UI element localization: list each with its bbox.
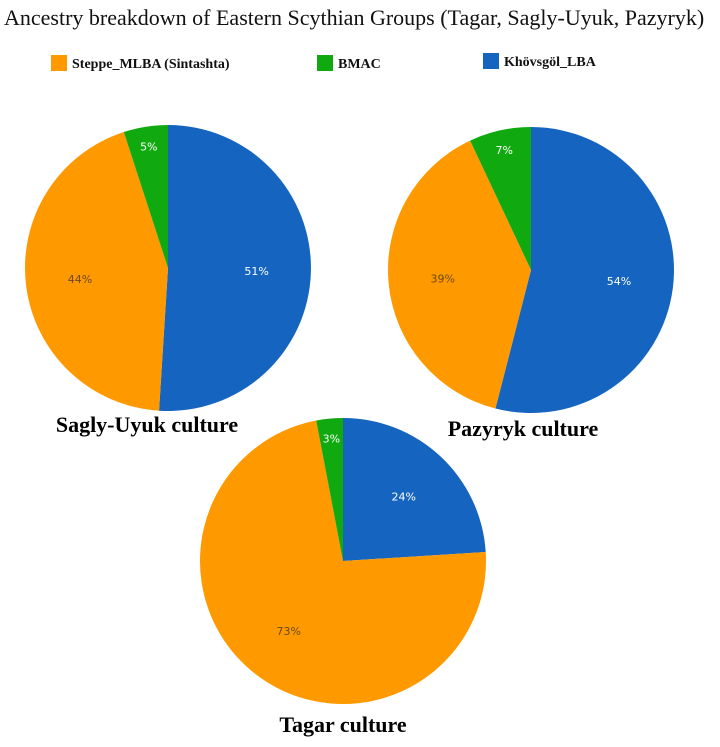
legend-swatch	[51, 55, 67, 71]
pie-slice-label: 7%	[495, 144, 512, 157]
pie-slice-steppe-mlba-sintashta	[24, 132, 169, 411]
legend-item-khovsgol: Khövsgöl_LBA	[483, 53, 597, 70]
pie-slice-label: 54%	[607, 275, 631, 288]
pie-slice-kh-vsg-l-lba	[343, 418, 486, 561]
legend-label: Steppe_MLBA (Sintashta)	[72, 57, 230, 72]
pie-slice-label: 73%	[276, 625, 300, 638]
pie-tagar: 24% 73% 3%	[200, 417, 487, 704]
pie-slice-label: 3%	[323, 433, 340, 446]
pie-slice-label: 44%	[68, 273, 92, 286]
legend-swatch	[483, 53, 499, 69]
legend-item-steppe: Steppe_MLBA (Sintashta)	[51, 55, 230, 72]
pie-pazyryk: 54% 39% 7%	[387, 127, 674, 413]
pie-slice-label: 51%	[244, 265, 268, 278]
pie-slice-kh-vsg-l-lba	[495, 127, 674, 413]
legend-swatch	[317, 55, 333, 71]
pie-slice-bmac	[123, 125, 168, 268]
pie-slice-label: 24%	[391, 490, 415, 503]
pie-slice-label: 5%	[140, 141, 157, 154]
pie-sagly-uyuk: 51% 44% 5%	[24, 125, 311, 411]
pie-caption-tagar: Tagar culture	[279, 712, 407, 737]
legend-label: BMAC	[338, 57, 381, 72]
pie-slice-label: 39%	[430, 272, 454, 285]
legend: Steppe_MLBA (Sintashta) BMAC Khövsgöl_LB…	[51, 53, 597, 72]
pie-slice-steppe-mlba-sintashta	[387, 140, 531, 409]
pie-caption-sagly-uyuk: Sagly-Uyuk culture	[56, 412, 239, 437]
legend-item-bmac: BMAC	[317, 55, 381, 72]
pie-slice-bmac	[316, 417, 343, 561]
pie-caption-pazyryk: Pazyryk culture	[448, 416, 599, 441]
chart-title: Ancestry breakdown of Eastern Scythian G…	[4, 5, 704, 30]
pie-slice-kh-vsg-l-lba	[159, 125, 311, 411]
legend-label: Khövsgöl_LBA	[504, 55, 597, 70]
pie-slice-steppe-mlba-sintashta	[200, 420, 487, 704]
pie-slice-bmac	[470, 127, 531, 270]
